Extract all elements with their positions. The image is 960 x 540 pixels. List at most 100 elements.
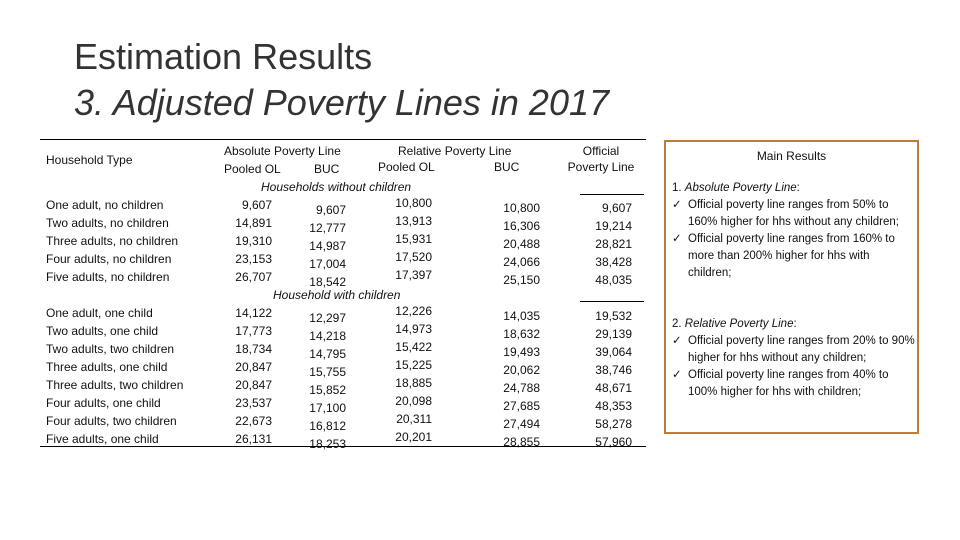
cell-abs-buc: 14,987 <box>309 239 346 253</box>
cell-abs-pooled: 19,310 <box>235 234 272 248</box>
cell-rel-pooled: 20,098 <box>395 394 432 408</box>
cell-official: 19,532 <box>595 309 632 323</box>
relative-heading-colon: : <box>793 318 797 330</box>
cell-rel-pooled: 18,885 <box>395 376 432 390</box>
cell-abs-buc: 16,812 <box>309 419 346 433</box>
check-icon: ✓ <box>672 199 682 211</box>
cell-type: Five adults, no children <box>46 270 170 284</box>
cell-type: One adult, no children <box>46 198 164 212</box>
cell-rel-pooled: 15,931 <box>395 232 432 246</box>
cell-official: 19,214 <box>595 219 632 233</box>
cell-rel-pooled: 15,225 <box>395 358 432 372</box>
cell-rel-buc: 25,150 <box>503 273 540 287</box>
official-rule-2 <box>580 301 644 302</box>
header-official-1: Official <box>582 144 620 158</box>
cell-abs-buc: 18,542 <box>309 275 346 289</box>
bullet: ✓ Official poverty line ranges from 40% … <box>672 367 916 401</box>
cell-rel-buc: 27,494 <box>503 417 540 431</box>
bullet-text: Official poverty line ranges from 160% t… <box>688 233 895 279</box>
cell-abs-buc: 12,777 <box>309 221 346 235</box>
cell-official: 38,428 <box>595 255 632 269</box>
slide-title: Estimation Results <box>74 36 373 77</box>
cell-official: 57,960 <box>595 435 632 449</box>
cell-type: Four adults, two children <box>46 414 177 428</box>
cell-type: Two adults, one child <box>46 324 159 338</box>
section-without-children: Households without children <box>261 180 412 194</box>
main-results-title: Main Results <box>756 149 827 163</box>
header-relative: Relative Poverty Line <box>398 144 512 158</box>
cell-type: One adult, one child <box>46 306 153 320</box>
cell-abs-pooled: 26,131 <box>235 432 272 446</box>
cell-official: 9,607 <box>601 201 632 215</box>
cell-official: 29,139 <box>595 327 632 341</box>
cell-type: Two adults, two children <box>46 342 175 356</box>
absolute-results: 1. Absolute Poverty Line: ✓ Official pov… <box>672 180 916 282</box>
cell-rel-pooled: 10,800 <box>395 196 432 210</box>
cell-type: Four adults, no children <box>46 252 172 266</box>
cell-abs-buc: 12,297 <box>309 311 346 325</box>
header-pooled-abs: Pooled OL <box>224 162 281 176</box>
cell-abs-buc: 18,253 <box>309 437 346 451</box>
cell-abs-buc: 17,004 <box>309 257 346 271</box>
cell-rel-buc: 28,855 <box>503 435 540 449</box>
absolute-heading-number: 1. <box>672 182 682 194</box>
cell-abs-buc: 14,218 <box>309 329 346 343</box>
cell-type: Two adults, no children <box>46 216 169 230</box>
cell-abs-pooled: 18,734 <box>235 342 272 356</box>
cell-abs-pooled: 14,891 <box>235 216 272 230</box>
cell-abs-pooled: 20,847 <box>235 360 272 374</box>
cell-type: Five adults, one child <box>46 432 159 446</box>
cell-official: 39,064 <box>595 345 632 359</box>
bullet-text: Official poverty line ranges from 20% to… <box>688 335 915 364</box>
official-rule-1 <box>580 194 644 195</box>
cell-type: Four adults, one child <box>46 396 161 410</box>
cell-rel-pooled: 13,913 <box>395 214 432 228</box>
bullet-text: Official poverty line ranges from 40% to… <box>688 369 889 398</box>
relative-heading-text: Relative Poverty Line <box>684 318 794 330</box>
cell-rel-pooled: 14,973 <box>395 322 432 336</box>
section-with-children: Household with children <box>273 288 401 302</box>
header-buc-rel: BUC <box>494 160 520 174</box>
cell-official: 58,278 <box>595 417 632 431</box>
cell-abs-pooled: 23,537 <box>235 396 272 410</box>
cell-abs-pooled: 17,773 <box>235 324 272 338</box>
absolute-heading-colon: : <box>796 182 800 194</box>
cell-rel-buc: 20,062 <box>503 363 540 377</box>
main-results-panel: Main Results 1. Absolute Poverty Line: ✓… <box>664 140 919 434</box>
cell-rel-pooled: 17,397 <box>395 268 432 282</box>
cell-rel-pooled: 17,520 <box>395 250 432 264</box>
relative-heading: 2. Relative Poverty Line: <box>672 316 916 333</box>
cell-abs-buc: 14,795 <box>309 347 346 361</box>
bullet: ✓ Official poverty line ranges from 50% … <box>672 197 916 231</box>
cell-rel-buc: 19,493 <box>503 345 540 359</box>
bullet: ✓ Official poverty line ranges from 160%… <box>672 231 916 282</box>
cell-type: Three adults, no children <box>46 234 179 248</box>
bullet-text: Official poverty line ranges from 50% to… <box>688 199 899 228</box>
cell-abs-pooled: 20,847 <box>235 378 272 392</box>
cell-official: 38,746 <box>595 363 632 377</box>
slide-subtitle: 3. Adjusted Poverty Lines in 2017 <box>74 82 610 123</box>
bullet: ✓ Official poverty line ranges from 20% … <box>672 333 916 367</box>
header-official-2: Poverty Line <box>567 160 635 174</box>
header-buc-abs: BUC <box>314 162 340 176</box>
cell-rel-buc: 24,788 <box>503 381 540 395</box>
header-household-type: Household Type <box>46 153 133 167</box>
cell-abs-pooled: 14,122 <box>235 306 272 320</box>
cell-rel-pooled: 20,201 <box>395 430 432 444</box>
cell-rel-pooled: 12,226 <box>395 304 432 318</box>
header-pooled-rel: Pooled OL <box>378 160 435 174</box>
cell-rel-buc: 14,035 <box>503 309 540 323</box>
absolute-heading: 1. Absolute Poverty Line: <box>672 180 916 197</box>
cell-rel-pooled: 20,311 <box>396 412 432 426</box>
cell-rel-buc: 27,685 <box>503 399 540 413</box>
cell-rel-buc: 16,306 <box>503 219 540 233</box>
cell-rel-buc: 20,488 <box>503 237 540 251</box>
table-bottom-rule <box>40 446 646 447</box>
cell-type: Three adults, two children <box>46 378 184 392</box>
cell-rel-buc: 10,800 <box>503 201 540 215</box>
relative-heading-number: 2. <box>672 318 682 330</box>
absolute-heading-text: Absolute Poverty Line <box>684 182 797 194</box>
cell-abs-pooled: 23,153 <box>235 252 272 266</box>
cell-abs-buc: 15,852 <box>309 383 346 397</box>
cell-abs-buc: 9,607 <box>315 203 346 217</box>
